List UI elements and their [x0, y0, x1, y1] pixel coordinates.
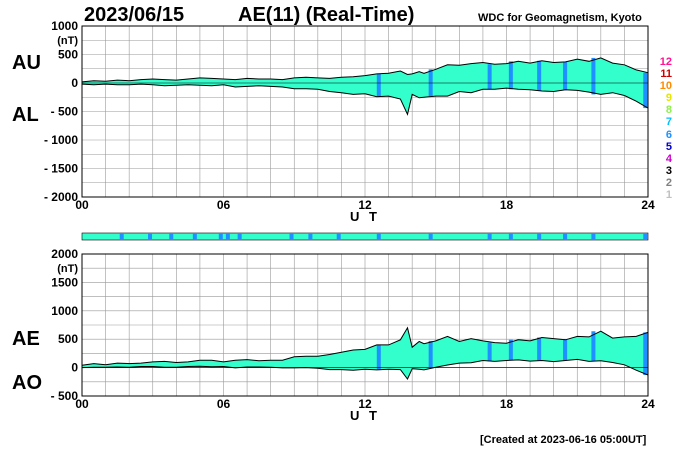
series-line-AE [81, 326, 649, 366]
band-bar-segment-15 [563, 233, 568, 240]
band-stripe-1-2 [487, 342, 492, 362]
legend-item-10: 10 [659, 80, 672, 93]
band-bar-segment-2 [169, 233, 174, 240]
y-tick-label-0-2: 0 [71, 76, 78, 90]
band-bar-segment-16 [591, 233, 596, 240]
ae-label: AE [12, 328, 40, 350]
y-tick-label-1-2: 1000 [51, 304, 78, 318]
x-tick-label-0-3: 18 [500, 198, 514, 212]
plot-frame-1 [81, 253, 649, 397]
band-bar-segment-3 [192, 233, 197, 240]
series-line-AL [81, 83, 649, 116]
legend-item-11: 11 [660, 68, 672, 81]
x-tick-label-1-4: 24 [641, 397, 655, 411]
ao-label: AO [12, 372, 42, 394]
legend-item-8: 8 [665, 104, 672, 117]
legend-item-5: 5 [665, 140, 672, 153]
series-line-AU [81, 57, 649, 83]
band-bar-segment-5 [225, 233, 230, 240]
band-bar-segment-7 [289, 233, 294, 240]
station-band-bar [81, 232, 649, 241]
band-stripe-0-4 [537, 60, 542, 91]
y-tick-label-1-0: 2000 [51, 247, 78, 261]
x-tick-label-0-4: 24 [641, 198, 655, 212]
legend-item-2: 2 [665, 176, 672, 189]
y-tick-label-0-4: - 1000 [44, 133, 78, 147]
band-bar-segment-1 [148, 233, 153, 240]
organization-label: WDC for Geomagnetism, Kyoto [478, 12, 642, 24]
au-al-plot: 1000 500 0 - 500 - 1000 - 1500 - 2000 (nT) 00 06 1… [44, 19, 655, 224]
legend-item-6: 6 [665, 128, 672, 141]
band-stripe-1-6 [591, 331, 596, 361]
band-bar-segment-4 [218, 233, 223, 240]
station-legend: 12 11 10 9 8 7 6 5 4 3 2 1 [650, 56, 672, 201]
y-tick-label-0-3: - 500 [51, 105, 79, 119]
created-timestamp: [Created at 2023-06-16 05:00UT] [480, 434, 647, 446]
band-bar-segment-10 [376, 233, 381, 240]
y-tick-label-1-5: - 500 [51, 389, 79, 403]
band-bar-segment-12 [487, 233, 492, 240]
legend-item-12: 12 [659, 56, 672, 68]
band-stripe-0-6 [591, 57, 596, 95]
y-tick-label-0-6: - 2000 [44, 190, 78, 204]
plot-frame-0 [81, 25, 649, 198]
y-unit-label-0: (nT) [57, 35, 78, 47]
band-stripe-0-5 [563, 61, 568, 90]
au-label: AU [12, 52, 41, 74]
y-tick-label-1-3: 500 [58, 332, 78, 346]
band-stripe-0-3 [508, 61, 513, 90]
x-tick-label-1-2: 12 [358, 397, 372, 411]
band-stripe-1-1 [428, 340, 433, 368]
band-stripe-0-7 [643, 72, 648, 109]
band-stripe-1-3 [508, 339, 513, 360]
y-tick-label-1-4: 0 [71, 361, 78, 375]
legend-item-4: 4 [665, 152, 672, 165]
x-tick-label-1-0: 00 [75, 397, 89, 411]
y-tick-label-0-1: 500 [58, 48, 78, 62]
x-tick-label-1-1: 06 [217, 397, 231, 411]
date-title: 2023/06/15 [84, 4, 185, 26]
band-bar-segment-8 [308, 233, 313, 240]
legend-item-3: 3 [665, 164, 672, 177]
band-bar-segment-9 [336, 233, 341, 240]
ae-ao-plot: 2000 1500 1000 500 0 - 500 (nT) 00 06 12 18 24 U T [51, 247, 655, 423]
band-bar-segment-11 [428, 233, 433, 240]
band-bar-segment-13 [508, 233, 513, 240]
legend-item-9: 9 [665, 92, 672, 105]
series-line-AO [81, 358, 649, 380]
legend-item-1: 1 [665, 189, 672, 202]
x-axis-label-1: U T [350, 408, 380, 423]
x-tick-label-0-1: 06 [217, 198, 231, 212]
band-stripe-1-4 [537, 337, 542, 361]
area-fill-0 [82, 57, 648, 115]
band-stripe-1-5 [563, 339, 568, 361]
band-bar-segment-6 [237, 233, 242, 240]
y-unit-label-1: (nT) [57, 263, 78, 275]
x-axis-label-0: U T [350, 209, 380, 224]
x-tick-label-0-0: 00 [75, 198, 89, 212]
x-tick-label-0-2: 12 [358, 198, 372, 212]
band-bar-segment-14 [537, 233, 542, 240]
index-title: AE(11) (Real-Time) [238, 4, 415, 26]
band-bar-segment-17 [643, 233, 648, 240]
band-stripe-1-0 [376, 344, 381, 370]
y-tick-label-1-1: 1500 [51, 275, 78, 289]
x-tick-label-1-3: 18 [500, 397, 514, 411]
legend-item-7: 7 [665, 116, 672, 129]
band-bar-base [81, 232, 649, 241]
band-stripe-0-2 [487, 64, 492, 90]
y-tick-label-0-0: 1000 [51, 19, 78, 33]
band-stripe-1-7 [643, 332, 648, 375]
band-bar-segment-0 [119, 233, 124, 240]
y-tick-label-0-5: - 1500 [44, 162, 78, 176]
band-stripe-0-0 [376, 73, 381, 97]
al-label: AL [12, 104, 39, 126]
